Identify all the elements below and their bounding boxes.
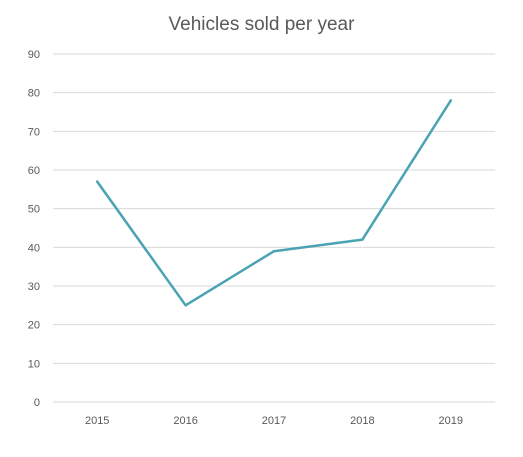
y-tick-label: 70 (28, 126, 40, 138)
y-tick-label: 20 (28, 320, 40, 332)
data-point-2019 (449, 99, 452, 102)
y-tick-label: 40 (28, 242, 40, 254)
y-tick-label: 90 (28, 49, 40, 61)
y-tick-label: 60 (28, 165, 40, 177)
series (95, 99, 453, 307)
x-tick-label: 2016 (173, 415, 197, 427)
x-tick-label: 2015 (85, 415, 109, 427)
data-point-2017 (273, 250, 275, 253)
x-tick-label: 2017 (262, 415, 286, 427)
y-tick-label: 80 (28, 88, 40, 100)
x-tick-label: 2019 (439, 415, 463, 427)
y-tick-label: 10 (28, 358, 40, 370)
y-tick-label: 30 (28, 281, 40, 293)
y-tick-label: 0 (34, 397, 40, 409)
y-tick-label: 50 (28, 204, 40, 216)
x-tick-labels: 2015 2016 2017 2018 2019 (85, 415, 463, 427)
data-point-2015 (96, 180, 99, 183)
data-point-2016 (184, 304, 187, 307)
x-tick-label: 2018 (350, 415, 374, 427)
chart-title: Vehicles sold per year (168, 14, 355, 35)
y-tick-labels: 0 10 20 30 40 50 60 70 80 90 (28, 49, 40, 409)
gridlines (53, 53, 495, 403)
data-point-2018 (361, 238, 364, 241)
